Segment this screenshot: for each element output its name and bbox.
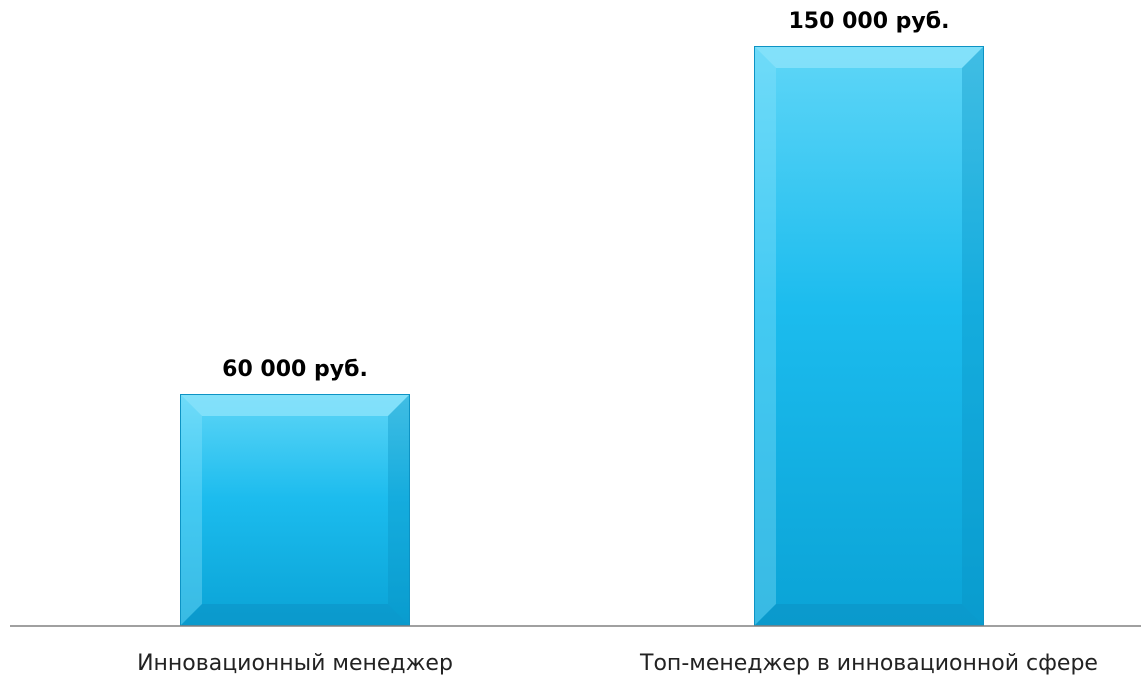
bar	[180, 394, 410, 626]
category-label: Топ-менеджер в инновационной сфере	[639, 651, 1098, 676]
category-label: Инновационный менеджер	[137, 651, 453, 676]
bar-body	[180, 394, 410, 626]
bar	[754, 46, 984, 626]
data-labels-group: 60 000 руб. 150 000 руб.	[222, 9, 949, 382]
bar-bevel-bottom	[754, 604, 984, 626]
bar-body	[754, 46, 984, 626]
bar-value-label: 150 000 руб.	[789, 9, 950, 34]
bar-bevel-right	[388, 394, 410, 626]
bar-bevel-right	[962, 46, 984, 626]
bars-group	[180, 46, 984, 626]
bar-bevel-bottom	[180, 604, 410, 626]
bar-bevel-top	[180, 394, 410, 416]
category-labels-group: Инновационный менеджер Топ-менеджер в инн…	[137, 651, 1098, 676]
bar-bevel-top	[754, 46, 984, 68]
bar-bevel-left	[754, 46, 776, 626]
bar-bevel-left	[180, 394, 202, 626]
bar-value-label: 60 000 руб.	[222, 357, 368, 382]
